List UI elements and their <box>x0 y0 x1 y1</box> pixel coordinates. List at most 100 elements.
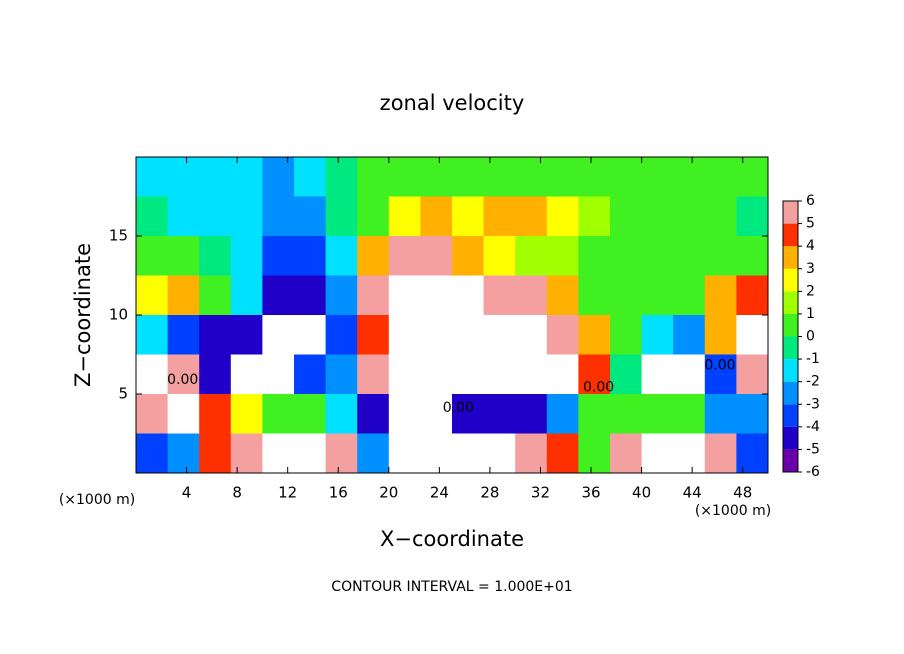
cell <box>641 236 674 276</box>
cell <box>420 433 453 474</box>
cell <box>294 354 327 395</box>
cell <box>357 394 390 434</box>
cell <box>199 315 232 355</box>
cell <box>136 354 169 395</box>
x-unit: (×1000 m) <box>695 503 771 519</box>
x-tick-label: 24 <box>430 484 449 502</box>
cell <box>736 196 769 237</box>
cell <box>704 433 737 474</box>
cell <box>199 433 232 474</box>
cell <box>546 394 579 434</box>
cell <box>262 394 295 434</box>
contour-label: 0.00 <box>167 372 198 388</box>
cell <box>736 433 769 474</box>
cell <box>262 196 295 237</box>
cell <box>388 157 421 197</box>
colorbar-swatch <box>783 426 798 450</box>
cell <box>673 275 706 316</box>
cell <box>388 236 421 276</box>
cell <box>736 236 769 276</box>
colorbar-label: 0 <box>806 329 815 345</box>
cell <box>420 275 453 316</box>
cell <box>483 157 516 197</box>
cell <box>641 275 674 316</box>
cell <box>136 433 169 474</box>
cell <box>388 196 421 237</box>
cell <box>610 315 643 355</box>
cell <box>515 354 548 395</box>
colorbar-label: 2 <box>806 283 815 299</box>
cell <box>294 433 327 474</box>
cell <box>167 354 200 395</box>
cell <box>483 236 516 276</box>
colorbar-label: -3 <box>806 396 820 412</box>
cell <box>325 354 358 395</box>
cell <box>136 275 169 316</box>
cell <box>136 315 169 355</box>
cell <box>578 236 611 276</box>
cell <box>199 236 232 276</box>
chart-title: zonal velocity <box>380 91 525 115</box>
x-tick-label: 48 <box>733 484 752 502</box>
cell <box>420 157 453 197</box>
colorbar-label: 1 <box>806 306 815 322</box>
cell <box>420 236 453 276</box>
cell <box>610 236 643 276</box>
contour-label: 0.00 <box>583 380 614 396</box>
cell <box>325 433 358 474</box>
cell <box>641 394 674 434</box>
cell <box>262 354 295 395</box>
cell <box>546 433 579 474</box>
x-tick-label: 16 <box>329 484 348 502</box>
cell <box>483 275 516 316</box>
cell <box>230 354 263 395</box>
cell <box>452 433 485 474</box>
cell <box>357 157 390 197</box>
cell <box>483 433 516 474</box>
cell <box>136 394 169 434</box>
cell <box>673 433 706 474</box>
cell <box>515 275 548 316</box>
colorbar-label: 4 <box>806 238 815 254</box>
cell <box>546 196 579 237</box>
x-tick-label: 44 <box>683 484 702 502</box>
x-axis-label: X−coordinate <box>380 527 524 551</box>
y-unit: (×1000 m) <box>59 492 135 508</box>
cell <box>167 315 200 355</box>
cell <box>578 354 611 395</box>
cell <box>641 315 674 355</box>
cell <box>199 354 232 395</box>
cell <box>262 433 295 474</box>
x-tick-label: 36 <box>581 484 600 502</box>
cell <box>736 315 769 355</box>
cell <box>673 196 706 237</box>
cell <box>136 236 169 276</box>
cell <box>325 394 358 434</box>
cell <box>673 354 706 395</box>
cell <box>230 315 263 355</box>
cell <box>578 315 611 355</box>
cell <box>610 394 643 434</box>
x-tick-label: 20 <box>379 484 398 502</box>
cell <box>388 394 421 434</box>
cell <box>388 354 421 395</box>
cell <box>230 196 263 237</box>
cell <box>736 157 769 197</box>
cell <box>167 394 200 434</box>
cell <box>167 236 200 276</box>
cell <box>230 394 263 434</box>
cell <box>610 275 643 316</box>
cell <box>673 315 706 355</box>
cell <box>546 275 579 316</box>
colorbar-swatch <box>783 268 798 292</box>
y-tick-label: 10 <box>109 306 128 324</box>
cell <box>515 315 548 355</box>
cell <box>167 433 200 474</box>
cell <box>578 275 611 316</box>
cell <box>199 157 232 197</box>
cell <box>546 315 579 355</box>
cell <box>704 196 737 237</box>
cell <box>452 394 485 434</box>
cell <box>294 157 327 197</box>
